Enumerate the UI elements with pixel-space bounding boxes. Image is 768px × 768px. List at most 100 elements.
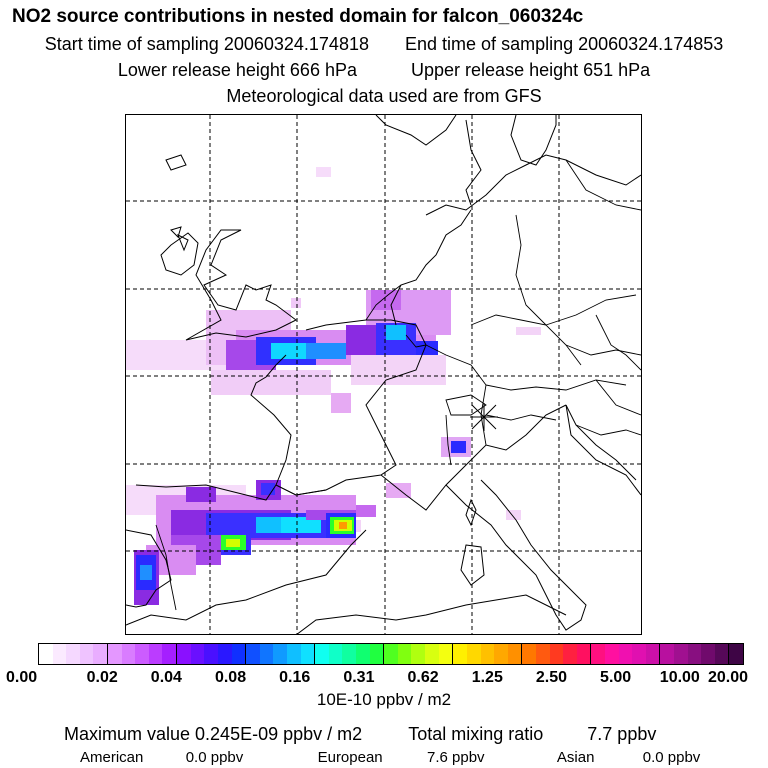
color-scale-tick-label: 10.00 bbox=[659, 669, 700, 686]
european-value: 7.6 ppbv bbox=[427, 749, 485, 766]
color-scale-segment bbox=[729, 644, 744, 664]
concentration-field bbox=[126, 167, 541, 605]
coastlines bbox=[126, 115, 641, 634]
national-borders bbox=[155, 159, 641, 611]
color-scale-segment bbox=[591, 644, 605, 664]
coastline-denmark bbox=[465, 119, 482, 206]
border-ch bbox=[445, 394, 487, 416]
asterisk-release-marker-icon bbox=[470, 403, 498, 431]
border-ukraine bbox=[595, 314, 641, 371]
asian-label: Asian bbox=[556, 749, 595, 766]
border-it-at bbox=[485, 414, 557, 421]
coastline-iberia bbox=[126, 529, 172, 608]
color-scale-tick-label: 0.31 bbox=[343, 669, 375, 686]
plume-cell bbox=[291, 298, 301, 308]
met-data-label: Meteorological data used are from GFS bbox=[226, 86, 542, 106]
border-de-pl bbox=[515, 214, 547, 326]
map-canvas bbox=[126, 115, 641, 634]
plume-cell bbox=[306, 343, 346, 359]
color-scale-segment bbox=[315, 644, 329, 664]
coastline-germany-north bbox=[390, 209, 472, 326]
summary-line: Maximum value 0.245E-09 ppbv / m2 Total … bbox=[64, 724, 656, 745]
end-time-label: End time of sampling 20060324.174853 bbox=[405, 34, 724, 54]
color-scale-segment bbox=[246, 644, 260, 664]
color-scale-units: 10E-10 ppbv / m2 bbox=[316, 690, 452, 709]
plume-cell bbox=[211, 370, 331, 395]
coastline-france-north bbox=[135, 319, 427, 501]
color-scale-segment bbox=[384, 644, 398, 664]
color-scale-segment bbox=[494, 644, 508, 664]
upper-release-label: Upper release height 651 hPa bbox=[411, 60, 651, 80]
color-scale-segment bbox=[645, 644, 661, 664]
coastline-italy bbox=[445, 479, 587, 631]
color-scale-tick-label: 0.62 bbox=[407, 669, 439, 686]
color-scale-segment bbox=[135, 644, 149, 664]
plume-cell bbox=[140, 565, 152, 580]
color-scale-segment bbox=[108, 644, 122, 664]
border-es-fr bbox=[275, 484, 327, 496]
plume-cell bbox=[331, 393, 351, 413]
color-scale-segment bbox=[259, 644, 274, 664]
plume-cell bbox=[186, 487, 216, 502]
border-fr-de bbox=[425, 344, 487, 446]
color-scale-segment bbox=[411, 644, 426, 664]
color-scale-segment bbox=[121, 644, 136, 664]
release-heights: Lower release height 666 hPa Upper relea… bbox=[0, 60, 768, 81]
total-mixing-label: Total mixing ratio bbox=[408, 724, 544, 744]
color-scale-segment bbox=[687, 644, 702, 664]
color-scale-segment bbox=[549, 644, 564, 664]
coastline-ireland bbox=[160, 232, 199, 276]
color-scale-segment bbox=[480, 644, 495, 664]
european-label: European bbox=[317, 749, 383, 766]
color-scale-segment bbox=[576, 644, 592, 664]
color-scale-segment bbox=[674, 644, 688, 664]
coastline-norway bbox=[375, 115, 457, 146]
plume-cell bbox=[351, 355, 446, 385]
coastline-uk bbox=[185, 229, 297, 341]
coastline-corsica bbox=[465, 498, 477, 527]
maximum-value-label: Maximum value 0.245E-09 ppbv / m2 bbox=[64, 724, 363, 744]
coastline-sardinia bbox=[460, 544, 485, 586]
coastline-sweden bbox=[510, 115, 557, 166]
plume-cell bbox=[281, 517, 321, 533]
lower-release-label: Lower release height 666 hPa bbox=[117, 60, 357, 80]
color-scale-segment bbox=[507, 644, 523, 664]
color-scale-tick-label: 0.08 bbox=[214, 669, 247, 686]
color-scale-segment bbox=[453, 644, 467, 664]
color-scale-tick-label: 0.04 bbox=[150, 669, 182, 686]
plume-cell bbox=[256, 517, 281, 533]
graticule bbox=[126, 115, 641, 634]
color-scale-segment bbox=[342, 644, 357, 664]
border-es-pt bbox=[155, 524, 177, 611]
color-scale-segment bbox=[618, 644, 633, 664]
border-balkans bbox=[575, 424, 641, 436]
color-scale-segment bbox=[397, 644, 412, 664]
color-scale-segment bbox=[204, 644, 218, 664]
color-scale-segment bbox=[563, 644, 577, 664]
color-scale-segment bbox=[273, 644, 287, 664]
color-scale-segment bbox=[190, 644, 205, 664]
color-scale-segment bbox=[52, 644, 67, 664]
color-scale-tick-label: 2.50 bbox=[535, 669, 568, 686]
plume-cell bbox=[339, 522, 347, 529]
border-at bbox=[485, 379, 627, 391]
color-scale-segment bbox=[701, 644, 715, 664]
plume-cell bbox=[386, 325, 406, 340]
color-scale-segment bbox=[79, 644, 94, 664]
color-scale-segment bbox=[231, 644, 247, 664]
color-scale-segment bbox=[177, 644, 191, 664]
color-scale-segment bbox=[356, 644, 370, 664]
border-de-cz bbox=[470, 314, 582, 366]
border-pl-east bbox=[545, 294, 637, 326]
color-scale-segment bbox=[162, 644, 178, 664]
regional-contributions: American 0.0 ppbv European 7.6 ppbv Asia… bbox=[80, 749, 700, 766]
plume-cell bbox=[516, 327, 541, 335]
coastline-mediterranean bbox=[380, 404, 567, 511]
plume-cell bbox=[371, 290, 401, 310]
color-scale-segment bbox=[438, 644, 454, 664]
border-lux bbox=[405, 334, 427, 348]
coastline-iberia-south bbox=[126, 529, 367, 626]
color-scale-tick-label: 0.16 bbox=[279, 669, 311, 686]
coastline-north-africa bbox=[296, 594, 567, 634]
american-label: American bbox=[80, 749, 144, 766]
